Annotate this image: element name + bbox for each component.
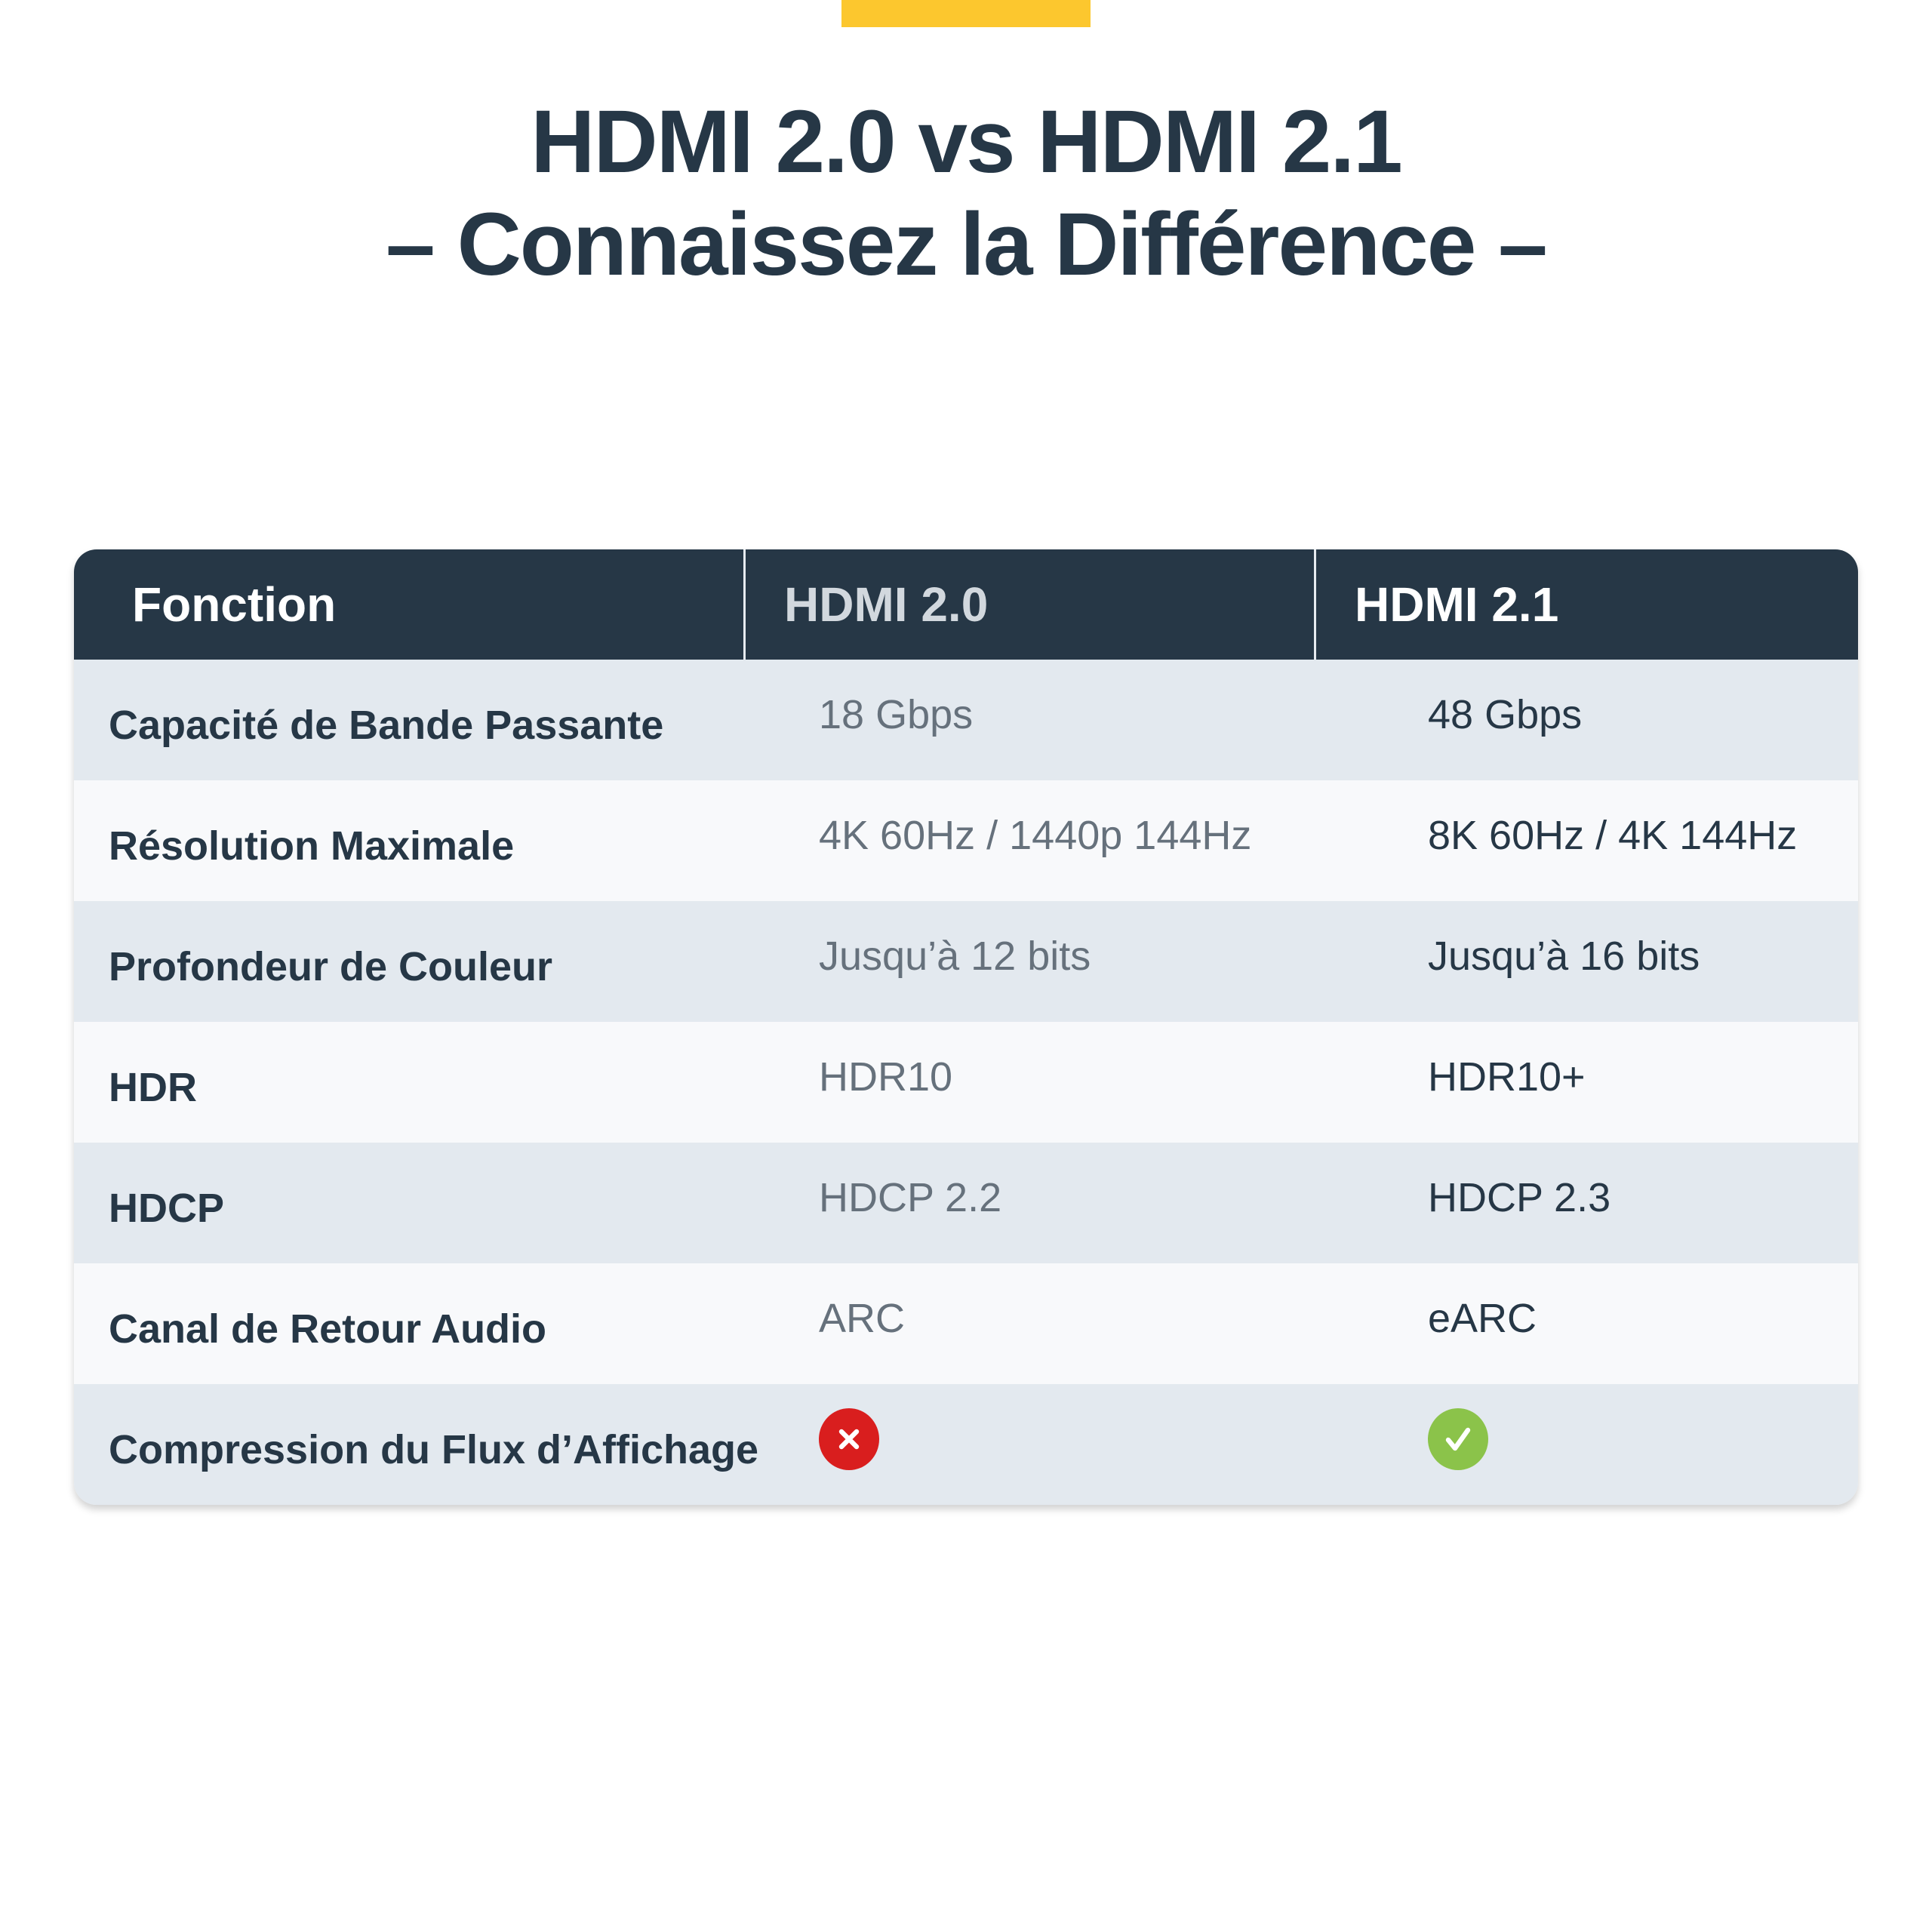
hdmi21-cell: 48 Gbps	[1428, 692, 1583, 737]
comparison-table: Fonction HDMI 2.0 HDMI 2.1 Capacité de B…	[74, 549, 1858, 1505]
feature-cell: Canal de Retour Audio	[109, 1306, 547, 1352]
hdmi21-cell: eARC	[1428, 1296, 1537, 1341]
table-row: Capacité de Bande Passante 18 Gbps 48 Gb…	[74, 660, 1858, 780]
hdmi20-cell	[780, 1408, 1389, 1481]
header-hdmi-2-0: HDMI 2.0	[746, 549, 1316, 660]
table-row: Profondeur de Couleur Jusqu’à 12 bits Ju…	[74, 901, 1858, 1022]
header-hdmi-2-1: HDMI 2.1	[1355, 577, 1559, 632]
hdmi21-cell: HDCP 2.3	[1428, 1175, 1611, 1220]
feature-cell: Résolution Maximale	[109, 823, 515, 869]
feature-cell: Compression du Flux d’Affichage	[109, 1427, 759, 1472]
hdmi20-cell: Jusqu’à 12 bits	[819, 934, 1091, 979]
table-row: HDR HDR10 HDR10+	[74, 1022, 1858, 1143]
table-row: Compression du Flux d’Affichage	[74, 1384, 1858, 1505]
hdmi20-cell: HDCP 2.2	[819, 1175, 1002, 1220]
feature-cell: Capacité de Bande Passante	[109, 703, 664, 748]
hdmi21-cell: HDR10+	[1428, 1054, 1586, 1100]
hdmi21-cell	[1389, 1408, 1858, 1481]
header-feature: Fonction	[74, 549, 746, 660]
x-circle-icon	[819, 1408, 879, 1470]
feature-cell: HDCP	[109, 1186, 225, 1231]
title-line-1: HDMI 2.0 vs HDMI 2.1	[531, 92, 1402, 192]
title-line-2: – Connaissez la Différence –	[386, 195, 1548, 294]
hdmi20-cell: 4K 60Hz / 1440p 144Hz	[819, 813, 1252, 858]
table-row: Canal de Retour Audio ARC eARC	[74, 1263, 1858, 1384]
hdmi21-cell: 8K 60Hz / 4K 144Hz	[1428, 813, 1798, 858]
table-header: Fonction HDMI 2.0 HDMI 2.1	[74, 549, 1858, 660]
feature-cell: HDR	[109, 1065, 197, 1110]
table-body: Capacité de Bande Passante 18 Gbps 48 Gb…	[74, 660, 1858, 1505]
feature-cell: Profondeur de Couleur	[109, 944, 553, 989]
hdmi20-cell: HDR10	[819, 1054, 953, 1100]
page-title: HDMI 2.0 vs HDMI 2.1 – Connaissez la Dif…	[0, 91, 1932, 296]
hdmi21-cell: Jusqu’à 16 bits	[1428, 934, 1700, 979]
hdmi20-cell: ARC	[819, 1296, 906, 1341]
check-circle-icon	[1428, 1408, 1488, 1470]
accent-bar	[841, 0, 1091, 27]
hdmi20-cell: 18 Gbps	[819, 692, 974, 737]
table-row: Résolution Maximale 4K 60Hz / 1440p 144H…	[74, 780, 1858, 901]
table-row: HDCP HDCP 2.2 HDCP 2.3	[74, 1143, 1858, 1263]
